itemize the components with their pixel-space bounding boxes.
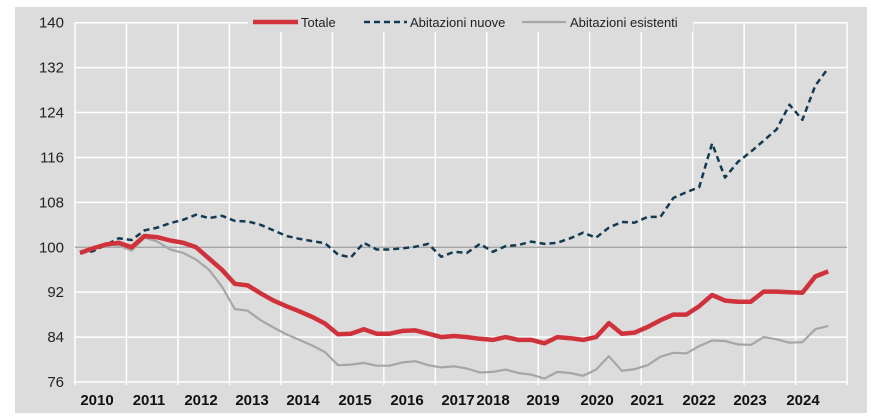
x-tick-label: 2017 xyxy=(441,392,474,409)
x-tick-label: 2022 xyxy=(682,392,715,409)
x-tick-label: 2015 xyxy=(338,392,371,409)
y-tick-label: 108 xyxy=(39,194,64,211)
y-tick-label: 116 xyxy=(40,149,64,166)
y-tick-label: 76 xyxy=(47,374,64,391)
legend-background xyxy=(248,12,693,32)
chart-panel xyxy=(15,7,867,413)
x-tick-label: 2010 xyxy=(80,392,113,409)
legend-label-abitazioni-esistenti: Abitazioni esistenti xyxy=(570,15,678,30)
x-tick-label: 2020 xyxy=(580,392,613,409)
gridlines xyxy=(74,21,848,385)
x-tick-label: 2019 xyxy=(526,392,559,409)
y-tick-label: 132 xyxy=(39,60,64,77)
x-tick-label: 2014 xyxy=(286,392,320,409)
series-lines xyxy=(79,67,830,380)
y-tick-label: 100 xyxy=(39,239,64,256)
x-tick-label: 2023 xyxy=(733,392,766,409)
x-tick-label: 2021 xyxy=(630,392,663,409)
y-tick-label: 124 xyxy=(39,105,64,122)
series-line-abitazioni-nuove xyxy=(79,67,830,259)
legend-label-abitazioni-nuove: Abitazioni nuove xyxy=(410,15,505,30)
y-tick-label: 92 xyxy=(47,284,64,301)
x-tick-label: 2011 xyxy=(133,392,166,409)
x-axis: 2010 2011 2012 2013 2014 2015 2016 2017 2018 2019… xyxy=(80,392,820,409)
legend: Totale Abitazioni nuove Abitazioni esist… xyxy=(248,12,693,32)
y-tick-label: 140 xyxy=(39,15,64,32)
x-tick-label: 2012 xyxy=(184,392,217,409)
series-line-abitazioni-esistenti xyxy=(79,236,829,380)
x-tick-label: 2024 xyxy=(786,392,820,409)
series-line-totale xyxy=(79,233,830,346)
x-tick-label: 2016 xyxy=(390,392,423,409)
x-tick-label: 2018 xyxy=(476,392,509,409)
x-tick-label: 2013 xyxy=(235,392,268,409)
y-tick-label: 84 xyxy=(47,329,64,346)
y-axis: 76 84 92 100 108 116 124 132 140 xyxy=(39,15,64,391)
legend-label-totale: Totale xyxy=(301,15,336,30)
